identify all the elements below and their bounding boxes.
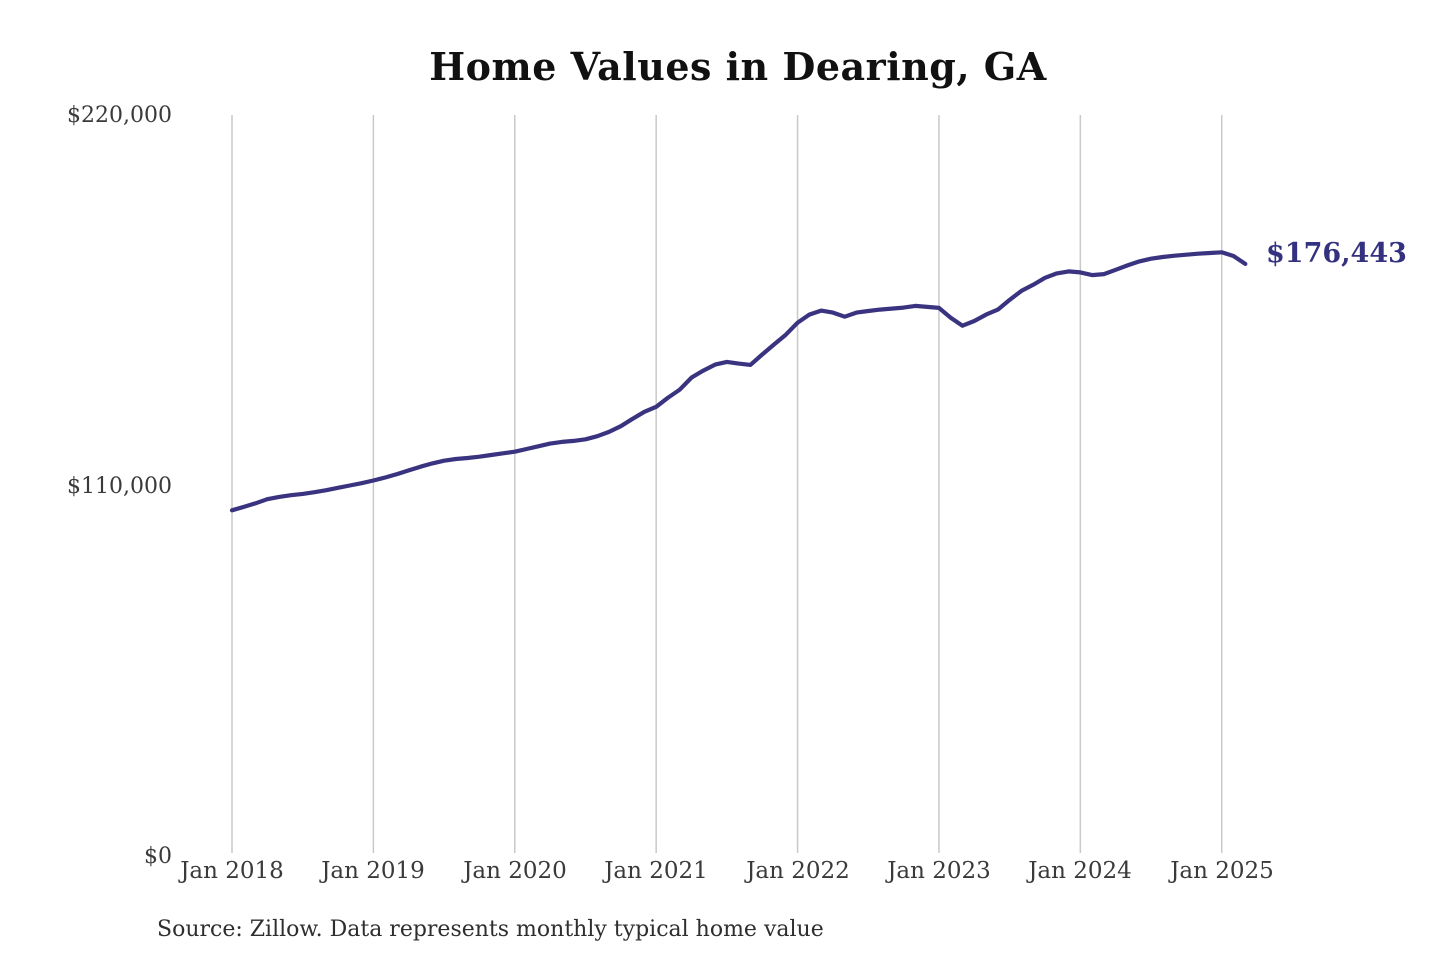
x-axis-tick-jan-2021: Jan 2021 (604, 858, 708, 884)
y-axis-tick-110000: $110,000 (67, 474, 172, 499)
source-note: Source: Zillow. Data represents monthly … (157, 917, 824, 942)
x-axis-tick-jan-2020: Jan 2020 (463, 858, 567, 884)
home-value-line (229, 250, 1248, 513)
y-axis-tick-0: $0 (144, 844, 172, 869)
x-axis-tick-jan-2024: Jan 2024 (1028, 858, 1132, 884)
x-axis-tick-jan-2018: Jan 2018 (180, 858, 284, 884)
x-axis-tick-jan-2019: Jan 2019 (321, 858, 425, 884)
y-axis-tick-220000: $220,000 (67, 103, 172, 128)
x-axis-tick-jan-2022: Jan 2022 (746, 858, 850, 884)
x-axis-tick-jan-2025: Jan 2025 (1170, 858, 1274, 884)
latest-value-label: $176,443 (1266, 238, 1407, 269)
chart-title: Home Values in Dearing, GA (429, 44, 1047, 89)
x-axis-tick-jan-2023: Jan 2023 (887, 858, 991, 884)
